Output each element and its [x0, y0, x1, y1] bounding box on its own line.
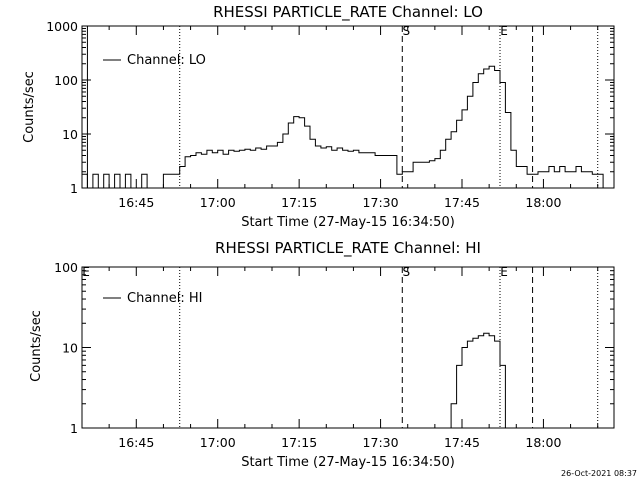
bottom-x-axis-label: Start Time (27-May-15 16:34:50) [241, 455, 455, 470]
bottom-legend: Channel: HI [103, 291, 203, 306]
top-y-tick-label: 10 [62, 127, 78, 142]
top-y-axis-label: Counts/sec [22, 71, 37, 143]
top-x-tick-label: 16:45 [118, 195, 154, 210]
bottom-y-tick-label: 1 [70, 421, 78, 436]
top-x-tick-label: 17:00 [200, 195, 236, 210]
bottom-y-tick-label: 10 [62, 341, 78, 356]
top-marker-label: S [402, 24, 410, 38]
bottom-chart-title: RHESSI PARTICLE_RATE Channel: HI [215, 239, 481, 258]
top-x-axis-label: Start Time (27-May-15 16:34:50) [241, 215, 455, 230]
top-chart-title: RHESSI PARTICLE_RATE Channel: LO [213, 3, 483, 22]
bottom-x-tick-label: 18:00 [525, 435, 561, 450]
top-x-tick-label: 17:15 [281, 195, 317, 210]
bottom-marker-label: E [82, 265, 90, 279]
bottom-y-tick-label: 100 [54, 260, 78, 275]
bottom-plot-frame [81, 266, 615, 429]
bottom-x-tick-label: 17:30 [363, 435, 399, 450]
bottom-x-tick-label: 17:45 [444, 435, 480, 450]
top-plot-frame [81, 25, 615, 189]
top-panel: RHESSI PARTICLE_RATE Channel: LO Counts/… [22, 3, 615, 230]
bottom-x-tick-label: 16:45 [118, 435, 154, 450]
top-y-tick-label: 1000 [46, 19, 78, 34]
top-marker-label: E [500, 24, 508, 38]
top-y-tick-label: 100 [54, 73, 78, 88]
bottom-series-line [445, 332, 506, 429]
timestamp: 26-Oct-2021 08:37 [561, 469, 637, 478]
bottom-panel: RHESSI PARTICLE_RATE Channel: HI Counts/… [29, 239, 615, 470]
bottom-x-tick-label: 17:00 [200, 435, 236, 450]
top-y-tick-label: 1 [70, 181, 78, 196]
top-legend: Channel: LO [103, 53, 206, 68]
bottom-y-axis-label: Counts/sec [29, 310, 44, 382]
top-x-tick-label: 17:30 [363, 195, 399, 210]
top-x-tick-label: 17:45 [444, 195, 480, 210]
top-series-line [82, 65, 604, 189]
top-x-tick-label: 18:00 [525, 195, 561, 210]
bottom-legend-label: Channel: HI [127, 291, 203, 306]
bottom-marker-label: E [500, 265, 508, 279]
bottom-marker-label: S [402, 265, 410, 279]
top-legend-label: Channel: LO [127, 53, 206, 68]
bottom-x-tick-label: 17:15 [281, 435, 317, 450]
